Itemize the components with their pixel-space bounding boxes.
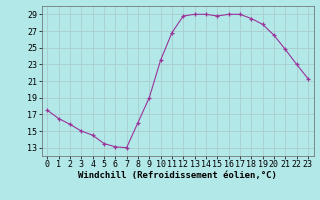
X-axis label: Windchill (Refroidissement éolien,°C): Windchill (Refroidissement éolien,°C) [78,171,277,180]
